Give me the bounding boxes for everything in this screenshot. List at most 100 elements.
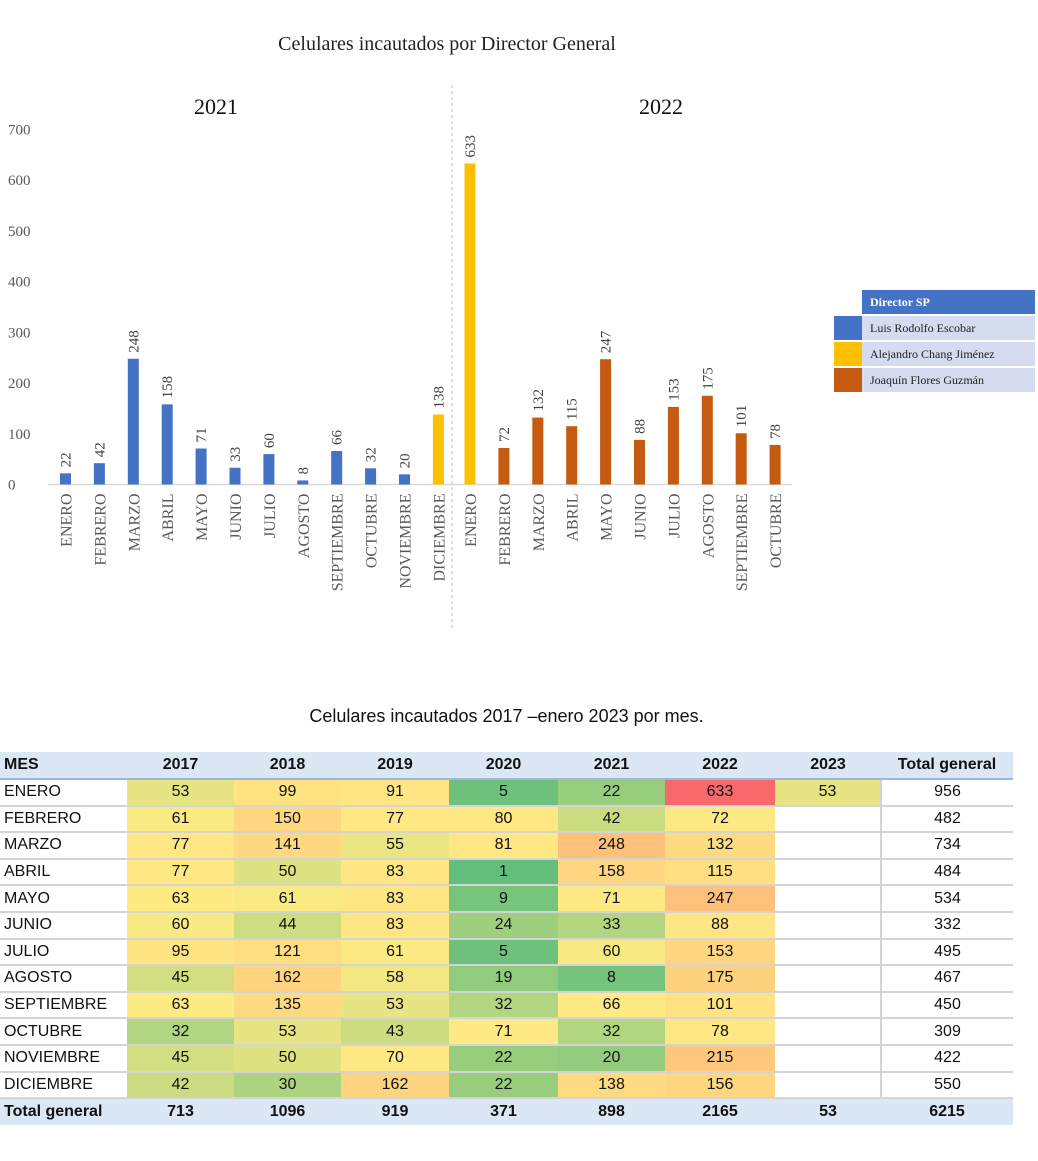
value-cell: 132	[665, 832, 775, 860]
bar-chart: Celulares incautados por Director Genera…	[8, 33, 792, 630]
month-cell: MARZO	[0, 832, 127, 860]
table-header-row: MES 2017 2018 2019 2020 2021 2022 2023 Total gen…	[0, 752, 1013, 780]
value-cell: 43	[341, 1018, 449, 1046]
value-cell: 9	[449, 885, 558, 913]
value-cell: 83	[341, 911, 449, 940]
header-2018: 2018	[234, 752, 341, 780]
bar	[498, 447, 510, 485]
category-label: AGOSTO	[296, 494, 313, 559]
y-tick-label: 400	[8, 275, 31, 291]
bar	[161, 404, 173, 485]
category-label: ENERO	[463, 494, 480, 547]
category-label: MAYO	[599, 494, 616, 541]
value-cell: 50	[234, 858, 341, 887]
value-cell: 22	[449, 1044, 558, 1073]
month-cell: NOVIEMBRE	[0, 1044, 127, 1073]
value-cell: 175	[665, 965, 775, 993]
month-cell: SEPTIEMBRE	[0, 991, 127, 1020]
row-total-cell: 550	[880, 1071, 1013, 1100]
legend-label: Luis Rodolfo Escobar	[862, 315, 1035, 342]
value-cell: 248	[558, 832, 665, 860]
value-cell: 32	[127, 1018, 234, 1046]
value-cell	[775, 1018, 881, 1046]
category-label: OCTUBRE	[768, 494, 785, 569]
table-row: MARZO 77 141 55 81 248 132 734	[0, 832, 1013, 860]
category-label: OCTUBRE	[364, 494, 381, 569]
month-cell: DICIEMBRE	[0, 1071, 127, 1100]
header-2021: 2021	[558, 752, 665, 780]
value-cell: 50	[234, 1044, 341, 1073]
data-label: 247	[599, 330, 615, 353]
table-title: Celulares incautados 2017 –enero 2023 po…	[309, 706, 704, 726]
value-cell: 71	[449, 1018, 558, 1046]
legend-swatch	[834, 341, 862, 368]
table-row: ABRIL 77 50 83 1 158 115 484	[0, 858, 1013, 887]
bar	[60, 473, 71, 485]
bar	[532, 417, 544, 485]
category-label: SEPTIEMBRE	[330, 494, 347, 592]
category-label: MARZO	[126, 494, 143, 552]
year-label: 2022	[639, 94, 683, 119]
value-cell: 81	[449, 832, 558, 860]
value-cell	[775, 858, 881, 887]
legend-item: Luis Rodolfo Escobar	[834, 315, 1035, 342]
year-group-2022: 2022 633 ENERO 72 FEBRERO 132 MARZO 115 ABRIL 247…	[463, 94, 785, 591]
value-cell: 53	[127, 779, 234, 807]
category-label: FEBRERO	[92, 494, 109, 566]
data-label: 88	[633, 419, 649, 434]
value-cell: 8	[558, 965, 665, 993]
value-cell: 5	[449, 938, 558, 967]
column-total-cell: 1096	[234, 1097, 341, 1126]
value-cell: 80	[449, 805, 558, 834]
bar	[127, 358, 139, 485]
value-cell	[775, 991, 881, 1020]
value-cell	[775, 1071, 881, 1100]
row-total-cell: 422	[880, 1044, 1013, 1073]
row-total-cell: 482	[880, 805, 1013, 834]
value-cell: 22	[558, 779, 665, 807]
totals-row: Total general 713 1096 919 371 898 2165 53 6215	[0, 1097, 1013, 1126]
bar	[464, 163, 476, 485]
value-cell: 20	[558, 1044, 665, 1073]
data-label: 32	[364, 447, 380, 462]
bar	[365, 468, 377, 485]
bar	[432, 414, 444, 485]
value-cell: 63	[127, 991, 234, 1020]
column-total-cell: 713	[127, 1097, 234, 1126]
year-group-2021: 2021 22 ENERO 42 FEBRERO 248 MARZO 158 ABRIL 71 MA…	[59, 94, 449, 591]
category-label: ABRIL	[160, 494, 177, 542]
bar	[93, 463, 105, 485]
column-total-cell: 898	[558, 1097, 665, 1126]
bar	[331, 451, 343, 485]
bar	[297, 480, 309, 485]
header-2022: 2022	[665, 752, 775, 780]
legend-swatch	[834, 367, 862, 394]
value-cell: 247	[665, 885, 775, 913]
bar	[769, 444, 781, 485]
value-cell: 215	[665, 1044, 775, 1073]
column-total-cell: 371	[449, 1097, 558, 1126]
value-cell: 95	[127, 938, 234, 967]
month-cell: JULIO	[0, 938, 127, 967]
value-cell: 61	[127, 805, 234, 834]
data-label: 101	[734, 405, 750, 428]
data-label: 175	[700, 367, 716, 390]
bar	[600, 359, 612, 485]
data-label: 72	[497, 427, 513, 442]
data-label: 8	[296, 467, 312, 475]
value-cell: 32	[449, 991, 558, 1020]
value-cell	[775, 911, 881, 940]
category-label: ENERO	[59, 494, 76, 547]
value-cell: 55	[341, 832, 449, 860]
value-cell: 30	[234, 1071, 341, 1100]
value-cell: 71	[558, 885, 665, 913]
month-cell: ENERO	[0, 779, 127, 807]
category-label: SEPTIEMBRE	[734, 494, 751, 592]
value-cell: 83	[341, 885, 449, 913]
value-cell: 5	[449, 779, 558, 807]
row-total-cell: 534	[880, 885, 1013, 913]
value-cell: 53	[234, 1018, 341, 1046]
category-label: JUNIO	[228, 494, 245, 540]
legend-blank	[834, 290, 862, 316]
table-row: JULIO 95 121 61 5 60 153 495	[0, 938, 1013, 967]
